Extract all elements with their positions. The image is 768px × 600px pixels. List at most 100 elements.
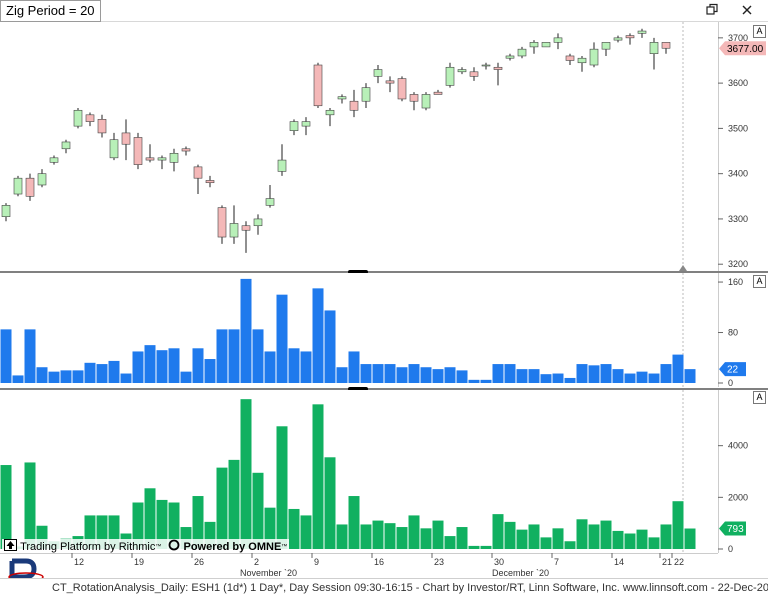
candle: [1, 203, 11, 222]
volume-bar: [156, 350, 168, 383]
candle: [349, 89, 359, 118]
indicator-bar: [216, 467, 228, 549]
volume-bar: [600, 364, 612, 383]
indicator-bar: [204, 521, 216, 549]
candle-body: [505, 55, 515, 59]
volume-tick-label: 0: [728, 378, 733, 387]
candle-body: [217, 207, 227, 238]
pane-resize-grip-1[interactable]: [348, 270, 368, 274]
rithmic-arrow-icon-svg: [4, 539, 17, 551]
volume-bar: [108, 360, 120, 383]
indicator-bar: [456, 527, 468, 549]
volume-bar: [168, 348, 180, 383]
indicator-bar: [612, 530, 624, 549]
candle: [25, 173, 35, 201]
price-chart-pane[interactable]: [0, 22, 718, 271]
volume-bar: [504, 364, 516, 383]
volume-bar: [684, 369, 696, 383]
pane-resize-grip-2[interactable]: [348, 387, 368, 391]
candle-body: [61, 141, 71, 150]
indicator-bar: [240, 399, 252, 549]
candle: [241, 221, 251, 253]
indicator-chart-pane[interactable]: [0, 390, 718, 553]
candle-body: [193, 166, 203, 179]
x-month-label: December `20: [492, 568, 549, 578]
indicator-y-axis[interactable]: 4000 2000 0 793: [718, 390, 768, 553]
volume-bar: [48, 371, 60, 383]
volume-bar: [372, 364, 384, 383]
branding-strip: Trading Platform by Rithmic™ Powered by …: [2, 539, 290, 553]
indicator-bar: [384, 523, 396, 549]
pane-separator-1[interactable]: [0, 271, 768, 273]
candle-body: [253, 218, 263, 227]
indicator-bar: [600, 520, 612, 549]
candle: [601, 42, 611, 56]
indicator-tick-label: 0: [728, 544, 733, 553]
candle: [469, 67, 479, 81]
x-axis[interactable]: 12 19 26 2 9 16 23 30 7 14 21 22 November `20 Decembe…: [0, 553, 718, 578]
candle-body: [121, 132, 131, 145]
candle-body: [289, 121, 299, 131]
candle-body: [637, 30, 647, 34]
indicator-bar: [24, 462, 36, 549]
candle: [157, 155, 167, 170]
candle-body: [541, 42, 551, 48]
indicator-bar: [360, 524, 372, 549]
volume-bar: [0, 329, 12, 383]
volume-y-axis[interactable]: 160 80 0 22: [718, 273, 768, 387]
candle: [133, 132, 143, 170]
indicator-bar: [528, 524, 540, 549]
candle: [13, 175, 23, 197]
candle: [541, 42, 551, 48]
candle-body: [445, 66, 455, 86]
candle: [337, 94, 347, 104]
close-icon[interactable]: [738, 1, 756, 19]
volume-bar: [60, 370, 72, 383]
volume-bar: [192, 348, 204, 383]
zig-period-button[interactable]: Zig Period = 20: [0, 0, 101, 22]
volume-bar: [120, 373, 132, 383]
last-price-badge: [719, 41, 766, 56]
indicator-bar: [432, 520, 444, 549]
candle: [109, 132, 119, 161]
indicator-bar: [540, 537, 552, 549]
last-price-label: 3677.00: [727, 44, 764, 55]
volume-bar: [648, 373, 660, 383]
price-autoscale-button[interactable]: A: [753, 25, 766, 38]
candle: [505, 53, 515, 61]
candle: [577, 55, 587, 72]
candle: [613, 35, 623, 43]
x-tick-label: 2: [254, 557, 259, 567]
volume-bar: [96, 364, 108, 383]
volume-bar: [228, 329, 240, 383]
candle-body: [601, 42, 611, 50]
x-tick-label: 16: [374, 557, 384, 567]
candle: [205, 175, 215, 188]
volume-bar: [492, 364, 504, 383]
indicator-bar: [192, 496, 204, 549]
candle: [253, 214, 263, 235]
indicator-bar: [108, 515, 120, 549]
volume-bar: [216, 329, 228, 383]
candle: [409, 92, 419, 111]
candle: [649, 37, 659, 70]
candle-body: [301, 121, 311, 127]
volume-bar: [144, 345, 156, 383]
pane-separator-2[interactable]: [0, 388, 768, 390]
x-tick-label: 9: [314, 557, 319, 567]
indicator-autoscale-button[interactable]: A: [753, 391, 766, 404]
volume-autoscale-button[interactable]: A: [753, 275, 766, 288]
volume-bar: [12, 375, 24, 383]
volume-bar: [72, 370, 84, 383]
candle: [397, 76, 407, 102]
restore-icon[interactable]: [703, 1, 721, 19]
price-tick-label: 3700: [728, 33, 748, 43]
price-y-axis[interactable]: 3700 3600 3500 3400 3300 3200 3677.00: [718, 22, 768, 271]
omne-ring-icon-svg: [169, 539, 180, 551]
indicator-bar: [168, 502, 180, 549]
volume-chart-pane[interactable]: [0, 273, 718, 387]
indicator-bar: [312, 404, 324, 549]
price-tick-label: 3400: [728, 169, 748, 179]
candle: [325, 108, 335, 127]
restore-icon-svg: [706, 3, 718, 15]
